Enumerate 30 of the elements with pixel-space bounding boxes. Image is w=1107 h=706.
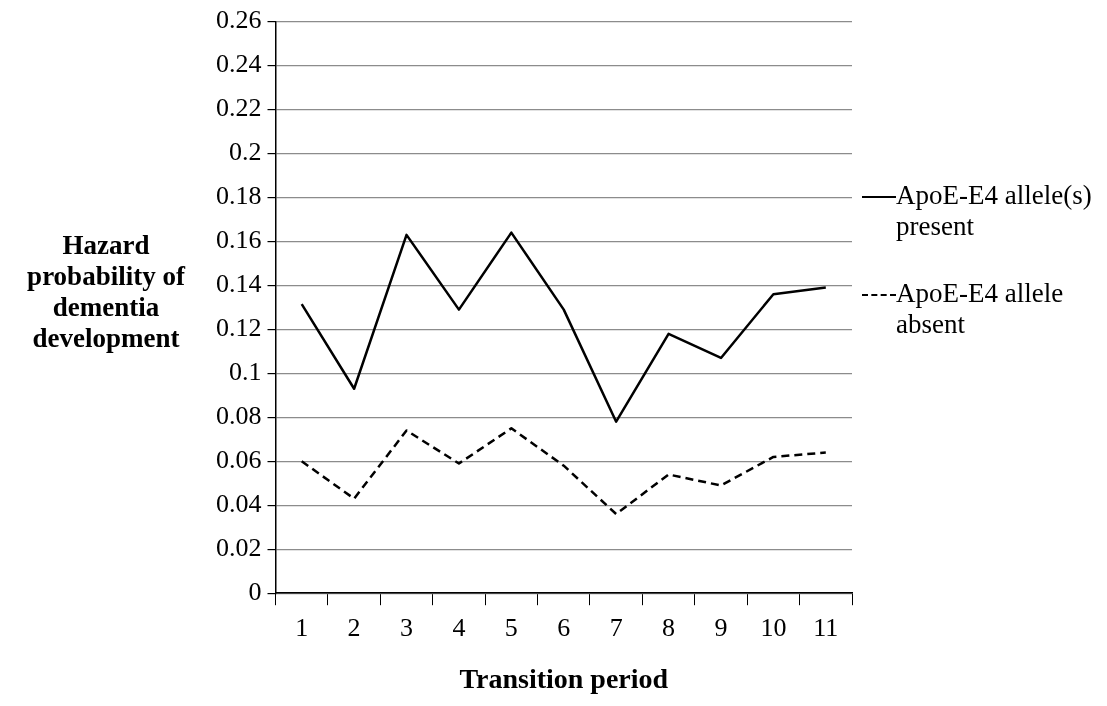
y-tick-label: 0.06 bbox=[216, 445, 262, 475]
line-series bbox=[300, 427, 828, 516]
legend-label: ApoE-E4 allele(s) present bbox=[896, 180, 1093, 242]
y-tick-label: 0.02 bbox=[216, 533, 262, 563]
x-tick-label: 7 bbox=[609, 612, 623, 642]
y-tick-label: 0.24 bbox=[216, 49, 262, 79]
x-tick-label: 6 bbox=[557, 612, 571, 642]
x-tick-label: 11 bbox=[813, 612, 839, 642]
y-tick-label: 0.08 bbox=[216, 401, 262, 431]
y-tick-label: 0.18 bbox=[216, 181, 262, 211]
x-tick-label: 4 bbox=[452, 612, 466, 642]
y-tick-label: 0.22 bbox=[216, 93, 262, 123]
y-tick-label: 0.14 bbox=[216, 269, 262, 299]
y-axis-title: Hazard probability of dementia development bbox=[26, 230, 187, 354]
x-tick-label: 9 bbox=[714, 612, 728, 642]
x-tick-label: 10 bbox=[760, 612, 787, 642]
x-tick-label: 8 bbox=[662, 612, 676, 642]
y-tick-label: 0 bbox=[248, 577, 262, 607]
y-tick-label: 0.12 bbox=[216, 313, 262, 343]
x-tick-label: 2 bbox=[347, 612, 361, 642]
y-tick-label: 0.1 bbox=[229, 357, 262, 387]
x-tick-label: 3 bbox=[400, 612, 414, 642]
legend-label: ApoE-E4 allele absent bbox=[896, 278, 1065, 340]
x-tick-label: 1 bbox=[295, 612, 309, 642]
y-tick-label: 0.16 bbox=[216, 225, 262, 255]
y-tick-label: 0.2 bbox=[229, 137, 262, 167]
x-axis-title: Transition period bbox=[459, 663, 669, 695]
x-tick-label: 5 bbox=[504, 612, 518, 642]
y-tick-label: 0.26 bbox=[216, 5, 262, 35]
y-tick-label: 0.04 bbox=[216, 489, 262, 519]
